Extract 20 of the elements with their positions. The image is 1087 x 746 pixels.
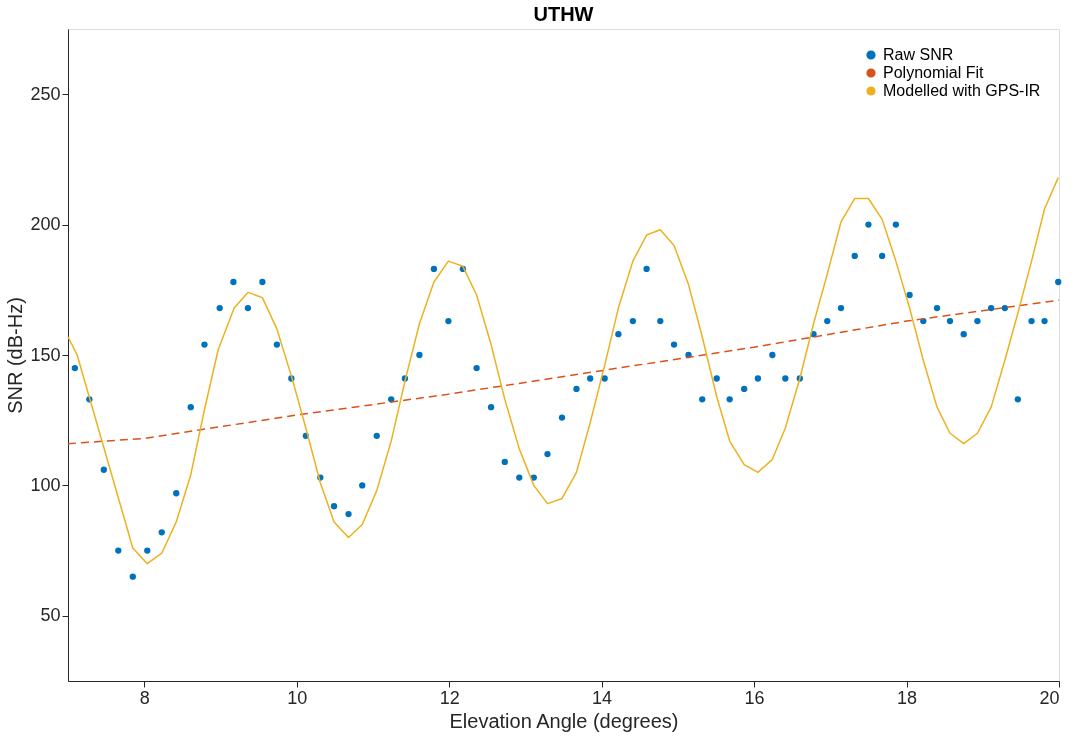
x-tick-label: 8 <box>139 687 150 708</box>
y-tick-label: 200 <box>30 214 61 235</box>
x-tick-label: 14 <box>592 687 613 708</box>
y-tick-label: 50 <box>40 605 61 626</box>
legend-label: Modelled with GPS-IR <box>883 82 1041 99</box>
legend-label: Polynomial Fit <box>883 64 985 81</box>
y-tick-label: 150 <box>30 344 61 365</box>
x-tick-label: 10 <box>287 687 308 708</box>
x-tick-label: 20 <box>1039 687 1060 708</box>
chart-title: UTHW <box>533 3 594 25</box>
y-tick-label: 100 <box>30 474 61 495</box>
x-axis-title: Elevation Angle (degrees) <box>449 709 679 732</box>
x-tick-label: 12 <box>439 687 460 708</box>
line-series <box>67 176 1059 565</box>
line-series <box>67 299 1060 445</box>
legend-label: Raw SNR <box>883 46 954 63</box>
x-tick-label: 18 <box>897 687 918 708</box>
y-axis-title: SNR (dB-Hz) <box>4 297 27 414</box>
x-tick-label: 16 <box>744 687 765 708</box>
y-tick-label: 250 <box>30 83 61 104</box>
